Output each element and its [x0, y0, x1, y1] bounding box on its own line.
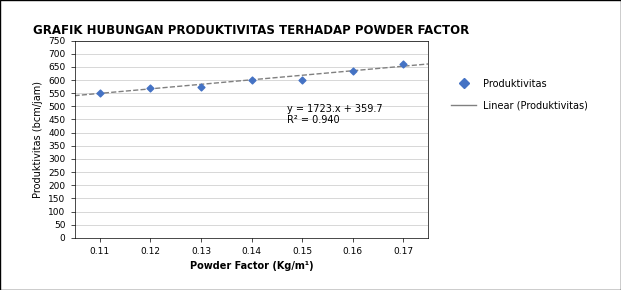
- Point: [297, 78, 307, 82]
- Text: y = 1723.x + 359.7
R² = 0.940: y = 1723.x + 359.7 R² = 0.940: [287, 104, 383, 125]
- Title: GRAFIK HUBUNGAN PRODUKTIVITAS TERHADAP POWDER FACTOR: GRAFIK HUBUNGAN PRODUKTIVITAS TERHADAP P…: [34, 24, 469, 37]
- X-axis label: Powder Factor (Kg/m¹): Powder Factor (Kg/m¹): [189, 261, 314, 271]
- Point: [348, 68, 358, 73]
- Point: [398, 62, 408, 67]
- Point: [196, 84, 206, 89]
- Legend: Produktivitas, Linear (Produktivitas): Produktivitas, Linear (Produktivitas): [448, 75, 592, 115]
- Point: [145, 86, 155, 90]
- Point: [247, 78, 256, 82]
- Y-axis label: Produktivitas (bcm/jam): Produktivitas (bcm/jam): [33, 81, 43, 198]
- Point: [95, 91, 105, 95]
